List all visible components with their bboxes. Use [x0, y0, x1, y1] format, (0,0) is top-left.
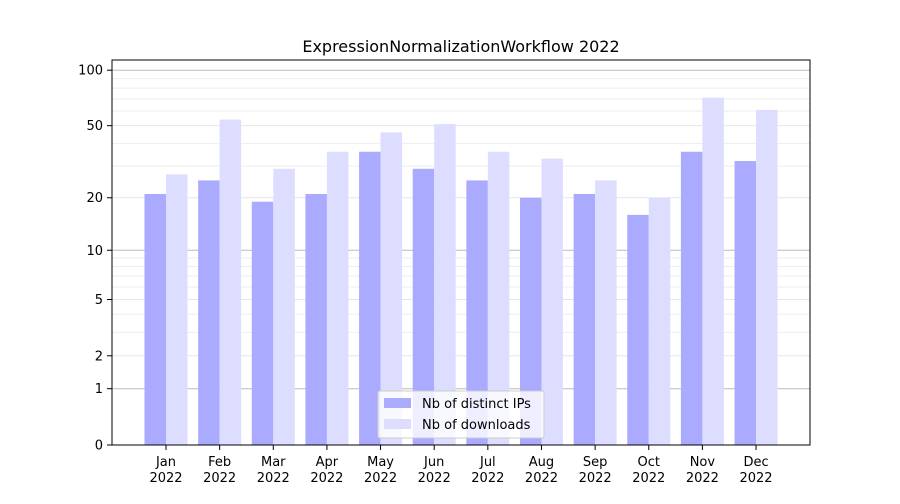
x-tick-label: Mar 2022: [257, 455, 290, 486]
x-tick-label: Aug 2022: [525, 455, 558, 486]
x-tick-label: May 2022: [364, 455, 397, 486]
bar-distinct-ips: [144, 193, 166, 445]
bar-downloads: [487, 151, 510, 445]
bar-downloads: [380, 132, 403, 446]
x-tick-label: Feb 2022: [203, 455, 236, 486]
bar-downloads: [273, 168, 295, 445]
bar-distinct-ips: [251, 201, 274, 445]
y-tick-label: 1: [95, 382, 103, 397]
bar-downloads: [702, 97, 724, 445]
bar-downloads: [648, 197, 671, 445]
bar-distinct-ips: [198, 180, 220, 446]
legend-label-ips: Nb of distinct IPs: [422, 397, 531, 412]
legend-swatch-ips: [384, 398, 411, 408]
legend-box: [377, 390, 545, 439]
bar-downloads: [326, 151, 349, 445]
bar-distinct-ips: [412, 168, 435, 445]
x-tick-label: Sep 2022: [579, 455, 612, 486]
bars: [144, 97, 778, 446]
x-tick-label: Jan 2022: [149, 455, 182, 486]
x-tick-label: Oct 2022: [632, 455, 665, 486]
x-tick-label: Jun 2022: [418, 455, 451, 486]
bar-downloads: [541, 158, 563, 445]
legend-swatch-downloads: [384, 419, 411, 429]
x-tick-label: Apr 2022: [310, 455, 343, 486]
bar-downloads: [595, 180, 617, 446]
bar-distinct-ips: [466, 180, 488, 446]
y-tick-label: 50: [86, 119, 103, 134]
bar-downloads: [166, 174, 188, 445]
legend: Nb of distinct IPs Nb of downloads: [377, 390, 545, 439]
chart-title: ExpressionNormalizationWorkflow 2022: [302, 37, 619, 56]
bar-downloads: [756, 109, 778, 445]
y-tick-label: 10: [86, 244, 103, 259]
x-tick-label: Nov 2022: [686, 455, 719, 486]
y-tick-label: 0: [95, 439, 103, 454]
bar-distinct-ips: [627, 214, 649, 445]
bar-distinct-ips: [573, 193, 596, 445]
y-axis: 0 1 2 5 10 20 50 100: [78, 64, 112, 454]
legend-label-downloads: Nb of downloads: [422, 418, 531, 433]
bar-distinct-ips: [359, 151, 381, 445]
y-tick-label: 5: [95, 293, 103, 308]
x-tick-label: Jul 2022: [471, 455, 504, 486]
y-tick-label: 20: [86, 191, 103, 206]
y-tick-label: 100: [78, 64, 103, 79]
axes-frame: [111, 59, 811, 446]
bar-distinct-ips: [305, 193, 327, 445]
x-axis: Jan 2022 Feb 2022 Mar 2022 Apr 2022 May 2022 Jun 20…: [149, 445, 773, 486]
x-tick-label: Dec 2022: [739, 455, 772, 486]
bar-downloads: [434, 124, 456, 446]
bar-downloads: [219, 119, 242, 445]
bar-distinct-ips: [734, 161, 757, 445]
bar-distinct-ips: [680, 151, 703, 445]
bar-distinct-ips: [519, 197, 542, 445]
y-tick-label: 2: [95, 349, 103, 364]
